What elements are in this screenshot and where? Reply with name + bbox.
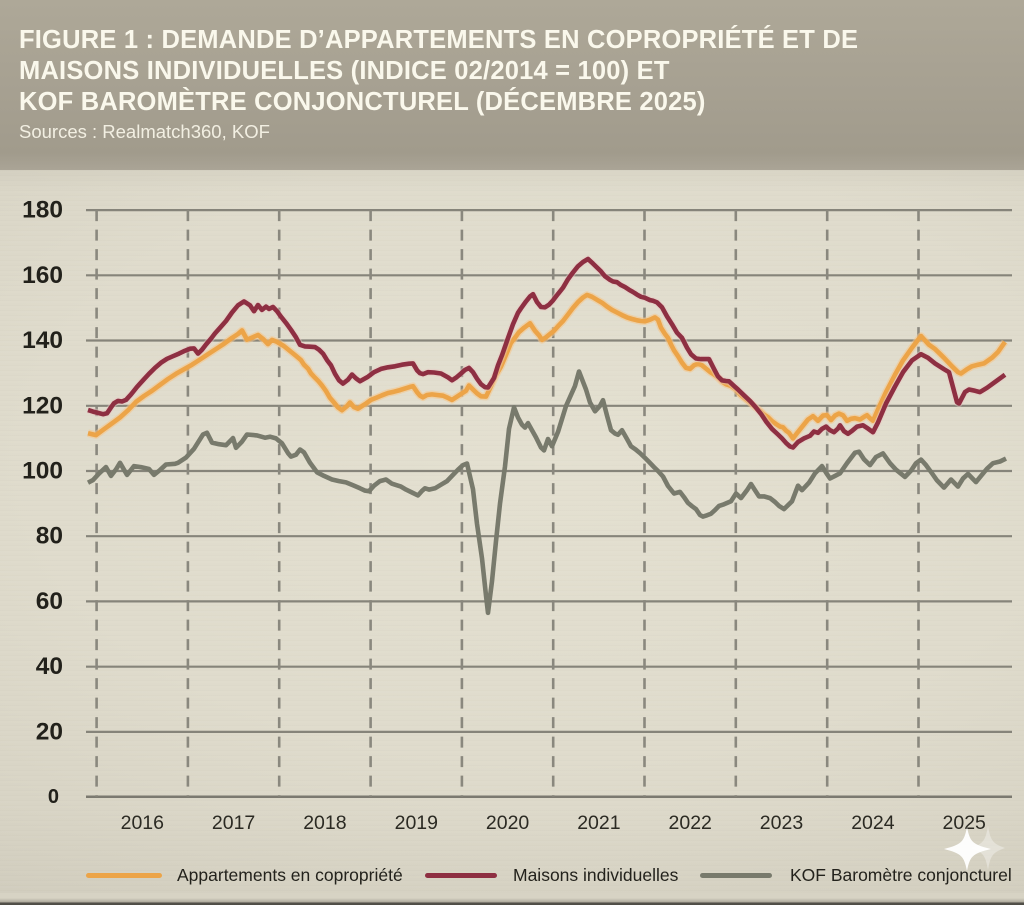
svg-text:40: 40 <box>36 653 63 680</box>
svg-text:2019: 2019 <box>395 812 438 834</box>
svg-text:2023: 2023 <box>760 812 803 834</box>
svg-text:140: 140 <box>22 327 63 354</box>
svg-text:0: 0 <box>48 786 59 808</box>
svg-text:2020: 2020 <box>486 812 530 834</box>
svg-text:80: 80 <box>36 523 63 550</box>
svg-text:2021: 2021 <box>577 812 620 834</box>
svg-text:180: 180 <box>22 197 63 224</box>
svg-text:2017: 2017 <box>212 812 255 834</box>
svg-text:2025: 2025 <box>943 812 987 834</box>
svg-text:2016: 2016 <box>121 812 164 834</box>
svg-text:100: 100 <box>22 458 63 485</box>
svg-text:20: 20 <box>36 718 63 745</box>
svg-text:60: 60 <box>36 588 63 615</box>
svg-text:120: 120 <box>22 392 63 419</box>
svg-text:160: 160 <box>22 262 63 289</box>
svg-text:2018: 2018 <box>303 812 346 834</box>
svg-text:2022: 2022 <box>669 812 712 834</box>
svg-text:2024: 2024 <box>851 812 895 834</box>
